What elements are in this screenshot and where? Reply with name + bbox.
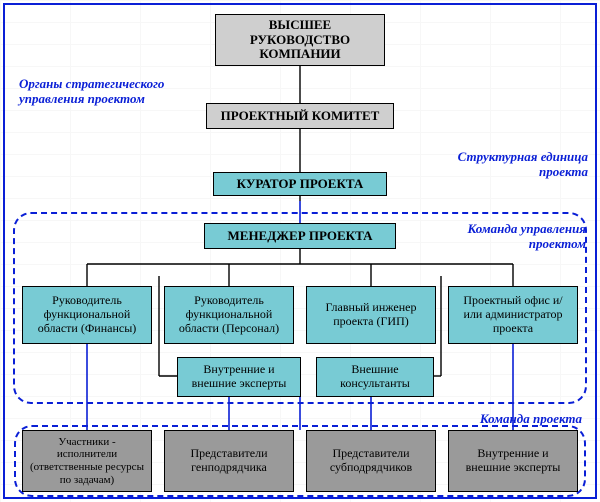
- annot-mgmt-team: Команда управления проектом: [416, 222, 586, 252]
- node-manager: МЕНЕДЖЕР ПРОЕКТА: [204, 223, 396, 249]
- node-label: Проектный офис и/или администратор проек…: [455, 294, 571, 335]
- node-label: Представители субподрядчиков: [313, 447, 429, 475]
- node-top-management: ВЫСШЕЕ РУКОВОДСТВО КОМПАНИИ: [215, 14, 385, 66]
- annot-line: управления проектом: [19, 91, 145, 106]
- node-label: Руководитель функциональной области (Фин…: [29, 294, 145, 335]
- node-pmo: Проектный офис и/или администратор проек…: [448, 286, 578, 344]
- annot-strategic-bodies: Органы стратегического управления проект…: [19, 77, 199, 107]
- node-label: КУРАТОР ПРОЕКТА: [237, 177, 364, 192]
- node-label: МЕНЕДЖЕР ПРОЕКТА: [228, 229, 373, 244]
- node-curator: КУРАТОР ПРОЕКТА: [213, 172, 387, 196]
- node-label: Внутренние и внешние эксперты: [184, 363, 294, 391]
- node-label: ПРОЕКТНЫЙ КОМИТЕТ: [221, 109, 380, 124]
- node-subcontractors: Представители субподрядчиков: [306, 430, 436, 492]
- node-bottom-experts: Внутренние и внешние эксперты: [448, 430, 578, 492]
- node-label: ВЫСШЕЕ РУКОВОДСТВО КОМПАНИИ: [222, 18, 378, 63]
- node-label: Участники - исполнители (ответственные р…: [29, 436, 145, 487]
- node-functional-hr: Руководитель функциональной области (Пер…: [164, 286, 294, 344]
- node-label: Внешние консультанты: [323, 363, 427, 391]
- node-chief-engineer: Главный инженер проекта (ГИП): [306, 286, 436, 344]
- annot-line: Команда управления: [467, 221, 586, 236]
- node-label: Представители генподрядчика: [171, 447, 287, 475]
- annot-line: Органы стратегического: [19, 76, 164, 91]
- annot-line: проекта: [539, 164, 588, 179]
- node-label: Внутренние и внешние эксперты: [455, 447, 571, 475]
- node-performers: Участники - исполнители (ответственные р…: [22, 430, 152, 492]
- node-external-consultants: Внешние консультанты: [316, 357, 434, 397]
- node-label: Главный инженер проекта (ГИП): [313, 301, 429, 329]
- annot-line: Команда проекта: [480, 411, 582, 426]
- node-project-committee: ПРОЕКТНЫЙ КОМИТЕТ: [206, 103, 394, 129]
- node-internal-external-experts: Внутренние и внешние эксперты: [177, 357, 301, 397]
- annot-project-team: Команда проекта: [432, 412, 582, 427]
- annot-line: Структурная единица: [458, 149, 588, 164]
- annot-line: проектом: [529, 236, 586, 251]
- node-general-contractor: Представители генподрядчика: [164, 430, 294, 492]
- node-functional-finance: Руководитель функциональной области (Фин…: [22, 286, 152, 344]
- node-label: Руководитель функциональной области (Пер…: [171, 294, 287, 335]
- annot-structural-unit: Структурная единица проекта: [408, 150, 588, 180]
